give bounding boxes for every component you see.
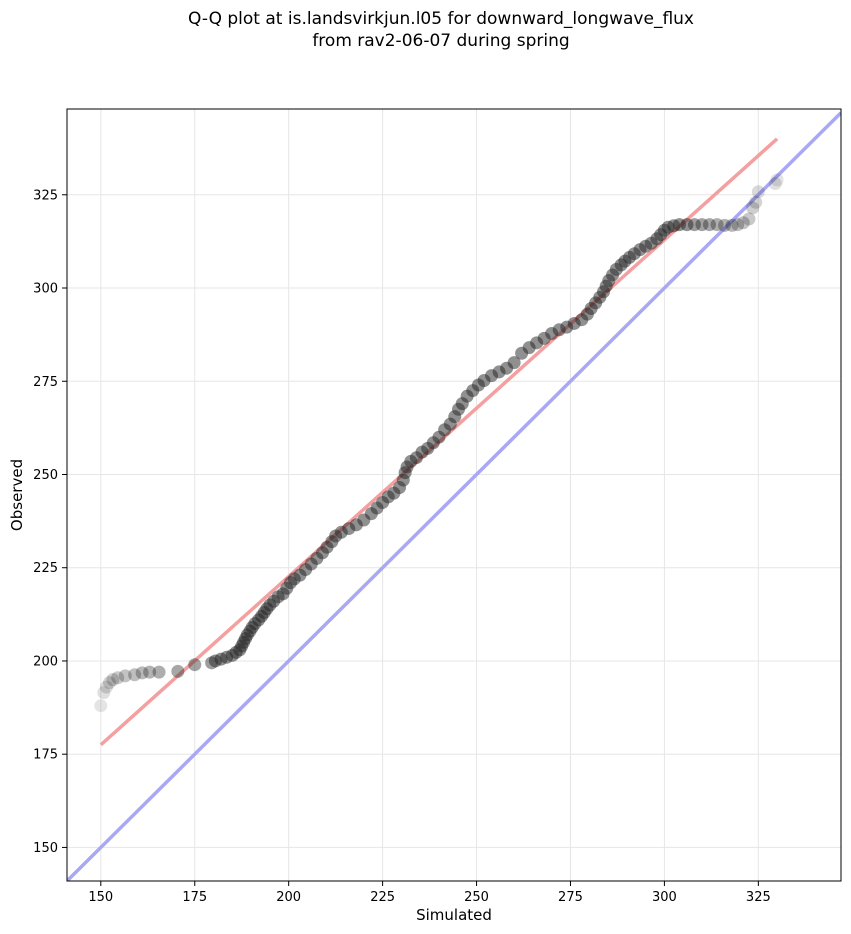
data-points <box>94 173 784 713</box>
x-axis-label: Simulated <box>416 906 492 924</box>
data-point <box>736 216 750 230</box>
data-point <box>702 218 716 232</box>
x-tick-label: 325 <box>746 890 771 905</box>
x-tick-label: 225 <box>370 890 395 905</box>
data-point <box>680 218 694 232</box>
data-point <box>749 195 763 209</box>
x-tick-label: 300 <box>652 890 677 905</box>
data-point <box>152 665 166 679</box>
data-point <box>731 218 745 232</box>
data-point <box>710 218 724 232</box>
data-point <box>111 671 125 685</box>
data-point <box>695 218 709 232</box>
data-point <box>770 173 784 187</box>
data-point <box>94 699 108 713</box>
y-tick-label: 325 <box>33 188 58 203</box>
x-tick-label: 150 <box>88 890 113 905</box>
plot-frame <box>66 108 842 882</box>
data-point <box>97 686 111 700</box>
y-tick-label: 175 <box>33 748 58 763</box>
ticks: 150 175 200 225 250 275 300 325 150 175 200 225 250 2… <box>33 188 771 905</box>
data-point <box>742 212 756 226</box>
y-tick-label: 300 <box>33 282 58 297</box>
data-point <box>188 658 202 672</box>
data-point <box>718 218 732 232</box>
data-point <box>143 665 157 679</box>
y-axis-label: Observed <box>8 459 26 531</box>
chart-title: Q-Q plot at is.landsvirkjun.l05 for down… <box>0 8 851 52</box>
x-tick-label: 200 <box>276 890 301 905</box>
data-point <box>135 666 149 680</box>
data-point <box>746 201 760 215</box>
x-tick-label: 250 <box>464 890 489 905</box>
x-tick-label: 275 <box>558 890 583 905</box>
data-point <box>768 177 782 191</box>
data-point <box>128 668 142 682</box>
y-tick-label: 225 <box>33 561 58 576</box>
chart-subtitle: from rav2-06-07 during spring <box>312 31 570 51</box>
y-tick-label: 250 <box>33 468 58 483</box>
data-point <box>507 356 521 370</box>
data-point <box>102 676 116 690</box>
data-point <box>99 680 113 694</box>
y-tick-label: 150 <box>33 841 58 856</box>
data-point <box>687 218 701 232</box>
data-point <box>106 673 120 687</box>
y-tick-label: 200 <box>33 654 58 669</box>
identity-line <box>67 111 841 881</box>
x-tick-label: 175 <box>182 890 207 905</box>
chart-title-line1: Q-Q plot at is.landsvirkjun.l05 for down… <box>188 9 694 29</box>
data-point <box>118 669 132 683</box>
data-point <box>725 218 739 232</box>
y-tick-label: 275 <box>33 375 58 390</box>
data-point <box>751 185 765 199</box>
data-point <box>171 664 185 678</box>
